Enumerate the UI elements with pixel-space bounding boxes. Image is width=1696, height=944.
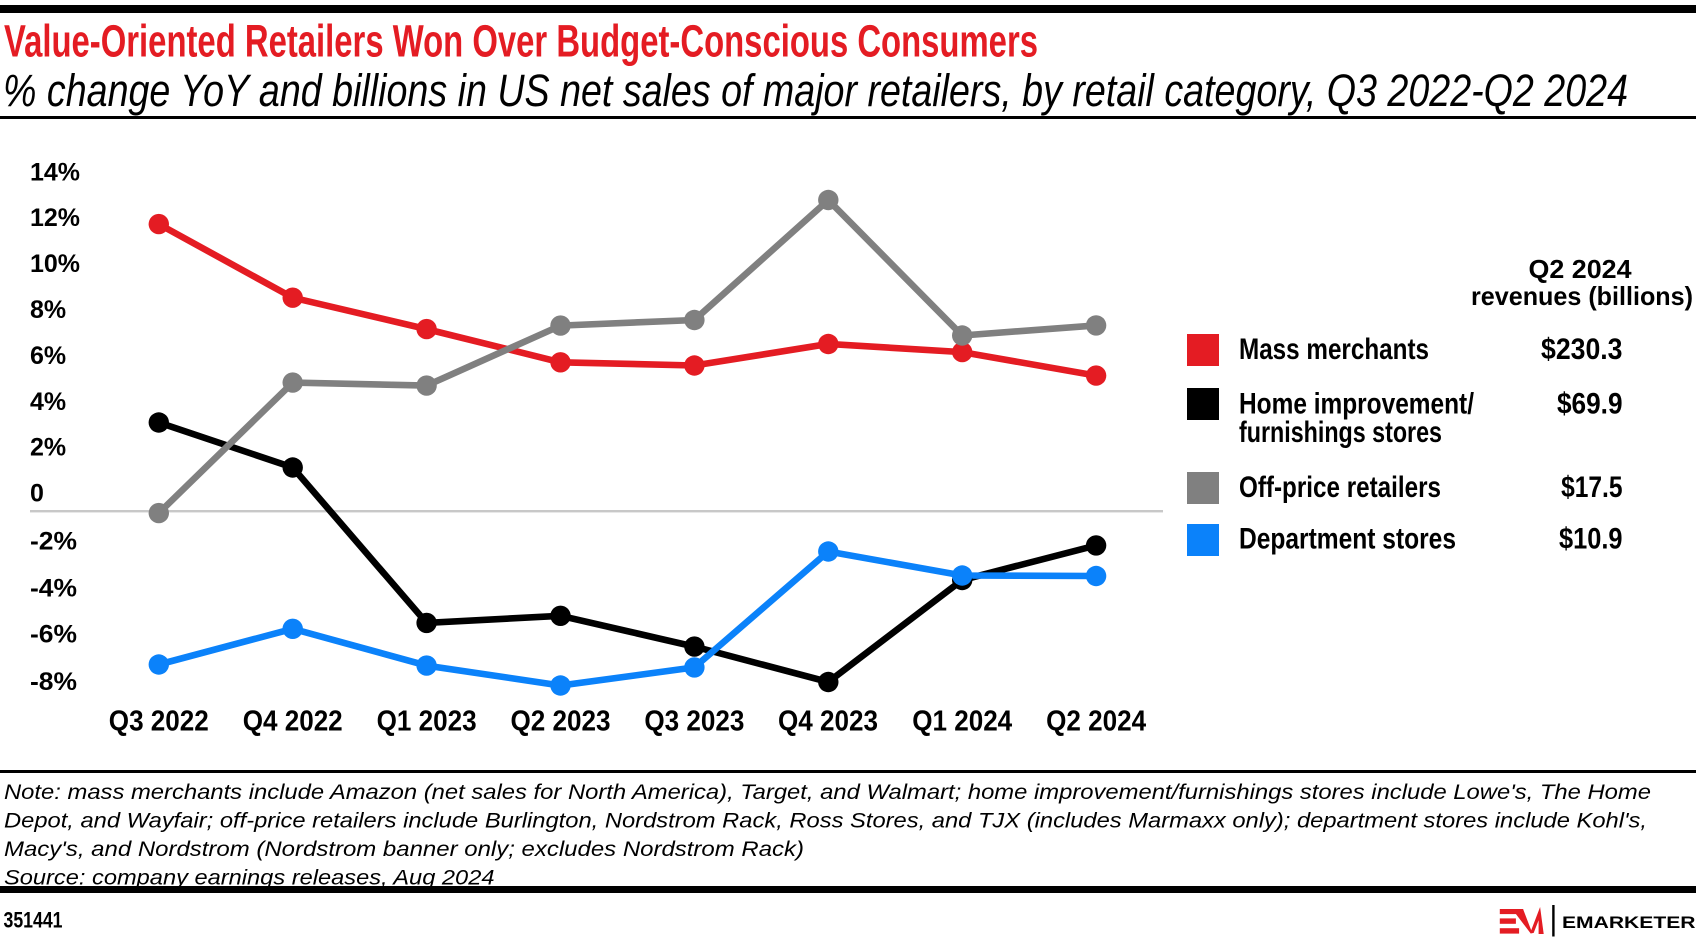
svg-text:Macy's, and Nordstrom (Nordstr: Macy's, and Nordstrom (Nordstrom banner … (4, 838, 804, 861)
svg-text:-4%: -4% (30, 575, 77, 603)
svg-text:Source: company earnings relea: Source: company earnings releases, Aug 2… (4, 866, 495, 889)
svg-text:$69.9: $69.9 (1557, 388, 1623, 421)
svg-text:furnishings stores: furnishings stores (1239, 416, 1442, 449)
svg-text:% change YoY and billions in U: % change YoY and billions in US net sale… (3, 65, 1628, 116)
svg-text:Value-Oriented Retailers Won O: Value-Oriented Retailers Won Over Budget… (4, 15, 1038, 66)
svg-text:Home improvement/: Home improvement/ (1239, 388, 1475, 421)
svg-text:14%: 14% (30, 158, 80, 186)
svg-text:4%: 4% (30, 388, 66, 416)
svg-text:Q1 2023: Q1 2023 (377, 706, 477, 738)
svg-text:$10.9: $10.9 (1559, 523, 1623, 556)
svg-text:351441: 351441 (4, 908, 63, 933)
svg-text:Q4 2022: Q4 2022 (243, 706, 343, 738)
svg-text:Q2 2023: Q2 2023 (511, 706, 611, 738)
svg-text:$230.3: $230.3 (1541, 333, 1623, 366)
svg-text:10%: 10% (30, 250, 80, 278)
svg-text:Q3 2023: Q3 2023 (644, 706, 744, 738)
svg-text:revenues (billions): revenues (billions) (1471, 281, 1693, 311)
svg-text:6%: 6% (30, 342, 66, 370)
svg-text:12%: 12% (30, 204, 80, 232)
svg-text:EMARKETER: EMARKETER (1562, 913, 1696, 932)
svg-text:Q4 2023: Q4 2023 (778, 706, 878, 738)
svg-text:Q1 2024: Q1 2024 (912, 706, 1012, 738)
svg-text:Off-price retailers: Off-price retailers (1239, 471, 1441, 504)
svg-text:-2%: -2% (30, 527, 77, 555)
svg-text:Q2 2024: Q2 2024 (1529, 254, 1633, 284)
svg-text:Depot, and Wayfair; off-price: Depot, and Wayfair; off-price retailers … (4, 810, 1647, 833)
svg-text:8%: 8% (30, 296, 66, 324)
svg-text:-8%: -8% (30, 668, 77, 696)
svg-text:Q3 2022: Q3 2022 (109, 706, 209, 738)
svg-text:$17.5: $17.5 (1561, 471, 1622, 504)
svg-text:Note: mass merchants include A: Note: mass merchants include Amazon (net… (4, 781, 1651, 804)
svg-text:Q2 2024: Q2 2024 (1046, 706, 1146, 738)
svg-text:Mass merchants: Mass merchants (1239, 333, 1429, 366)
svg-text:2%: 2% (30, 434, 66, 462)
svg-text:Department stores: Department stores (1239, 523, 1456, 556)
svg-text:-6%: -6% (30, 621, 77, 649)
svg-text:0: 0 (30, 480, 44, 508)
